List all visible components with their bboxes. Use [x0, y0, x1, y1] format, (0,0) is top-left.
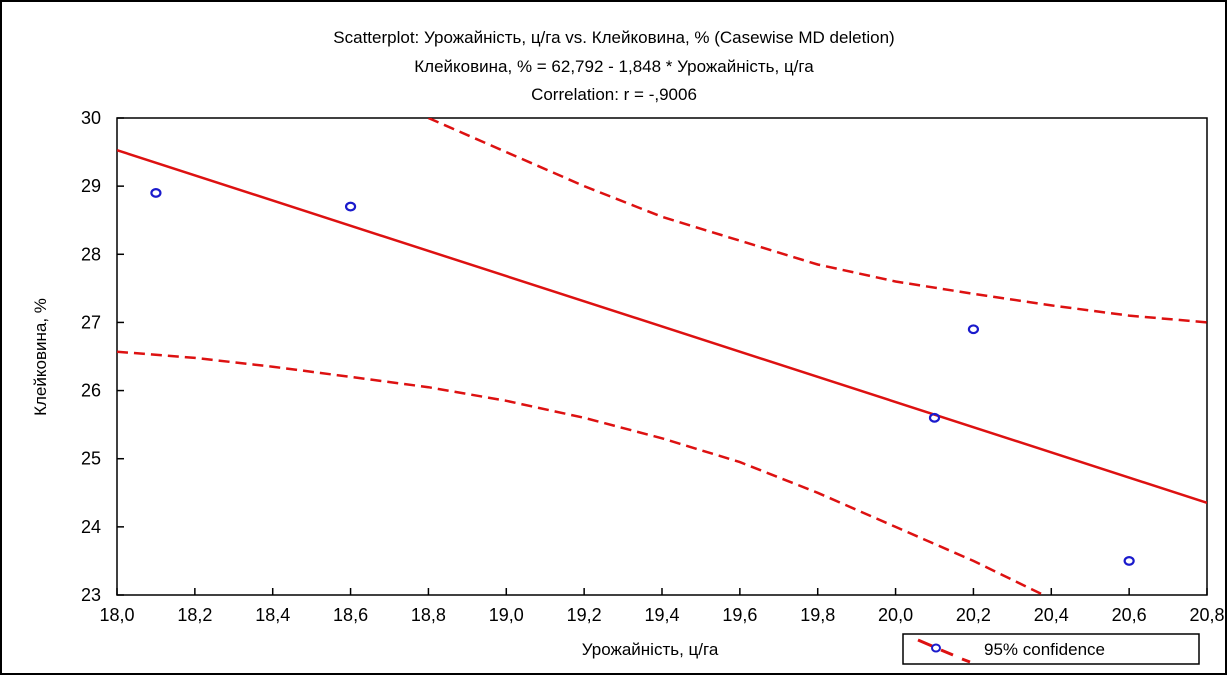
- x-tick-label: 18,0: [99, 605, 134, 625]
- x-tick-label: 20,4: [1034, 605, 1069, 625]
- data-point: [344, 201, 357, 212]
- plot-series: [117, 118, 1207, 595]
- x-tick-label: 18,6: [333, 605, 368, 625]
- data-point: [1123, 556, 1135, 566]
- plot-area: 18,0 18,2 18,4 18,6 18,8 19,0 19,2 19,4 19,6 19,8…: [81, 108, 1225, 625]
- x-tick-label: 20,6: [1112, 605, 1147, 625]
- y-tick-label: 29: [81, 176, 101, 196]
- y-tick-label: 24: [81, 517, 101, 537]
- x-tick-label: 20,2: [956, 605, 991, 625]
- x-tick-label: 19,2: [567, 605, 602, 625]
- x-tick-label: 18,4: [255, 605, 290, 625]
- data-point: [150, 188, 162, 198]
- y-tick-label: 27: [81, 312, 101, 332]
- y-tick-label: 25: [81, 449, 101, 469]
- legend-point-swatch: [931, 643, 941, 653]
- y-tick-label: 23: [81, 585, 101, 605]
- x-tick-label: 19,6: [722, 605, 757, 625]
- data-point: [928, 412, 941, 423]
- legend: 95% confidence: [902, 633, 1200, 665]
- chart-equation: Клейковина, % = 62,792 - 1,848 * Урожайн…: [414, 57, 814, 76]
- regression-line: [117, 148, 1207, 504]
- y-tick-label: 28: [81, 244, 101, 264]
- x-tick-label: 19,4: [644, 605, 679, 625]
- legend-box: [902, 633, 1200, 665]
- data-point: [967, 324, 980, 335]
- legend-label: 95% confidence: [984, 640, 1105, 659]
- y-tick-label: 26: [81, 381, 101, 401]
- y-axis: 23 24 25 26 27 28 29 30: [81, 108, 124, 605]
- x-axis: 18,0 18,2 18,4 18,6 18,8 19,0 19,2 19,4 19,6 19,8…: [99, 588, 1225, 625]
- legend-line-swatch: [917, 638, 971, 664]
- confidence-band-lower: [117, 350, 1045, 595]
- x-tick-label: 18,2: [177, 605, 212, 625]
- x-tick-label: 19,8: [800, 605, 835, 625]
- confidence-band-upper: [427, 118, 1207, 324]
- data-points: [150, 188, 1135, 566]
- y-tick-label: 30: [81, 108, 101, 128]
- x-tick-label: 19,0: [489, 605, 524, 625]
- chart-correlation: Correlation: r = -,9006: [531, 85, 697, 104]
- y-axis-label: Клейковина, %: [31, 298, 50, 416]
- x-tick-label: 20,8: [1189, 605, 1224, 625]
- x-tick-label: 20,0: [878, 605, 913, 625]
- x-axis-label: Урожайність, ц/га: [582, 640, 719, 659]
- chart-title: Scatterplot: Урожайність, ц/га vs. Клейк…: [333, 28, 894, 47]
- x-tick-label: 18,8: [411, 605, 446, 625]
